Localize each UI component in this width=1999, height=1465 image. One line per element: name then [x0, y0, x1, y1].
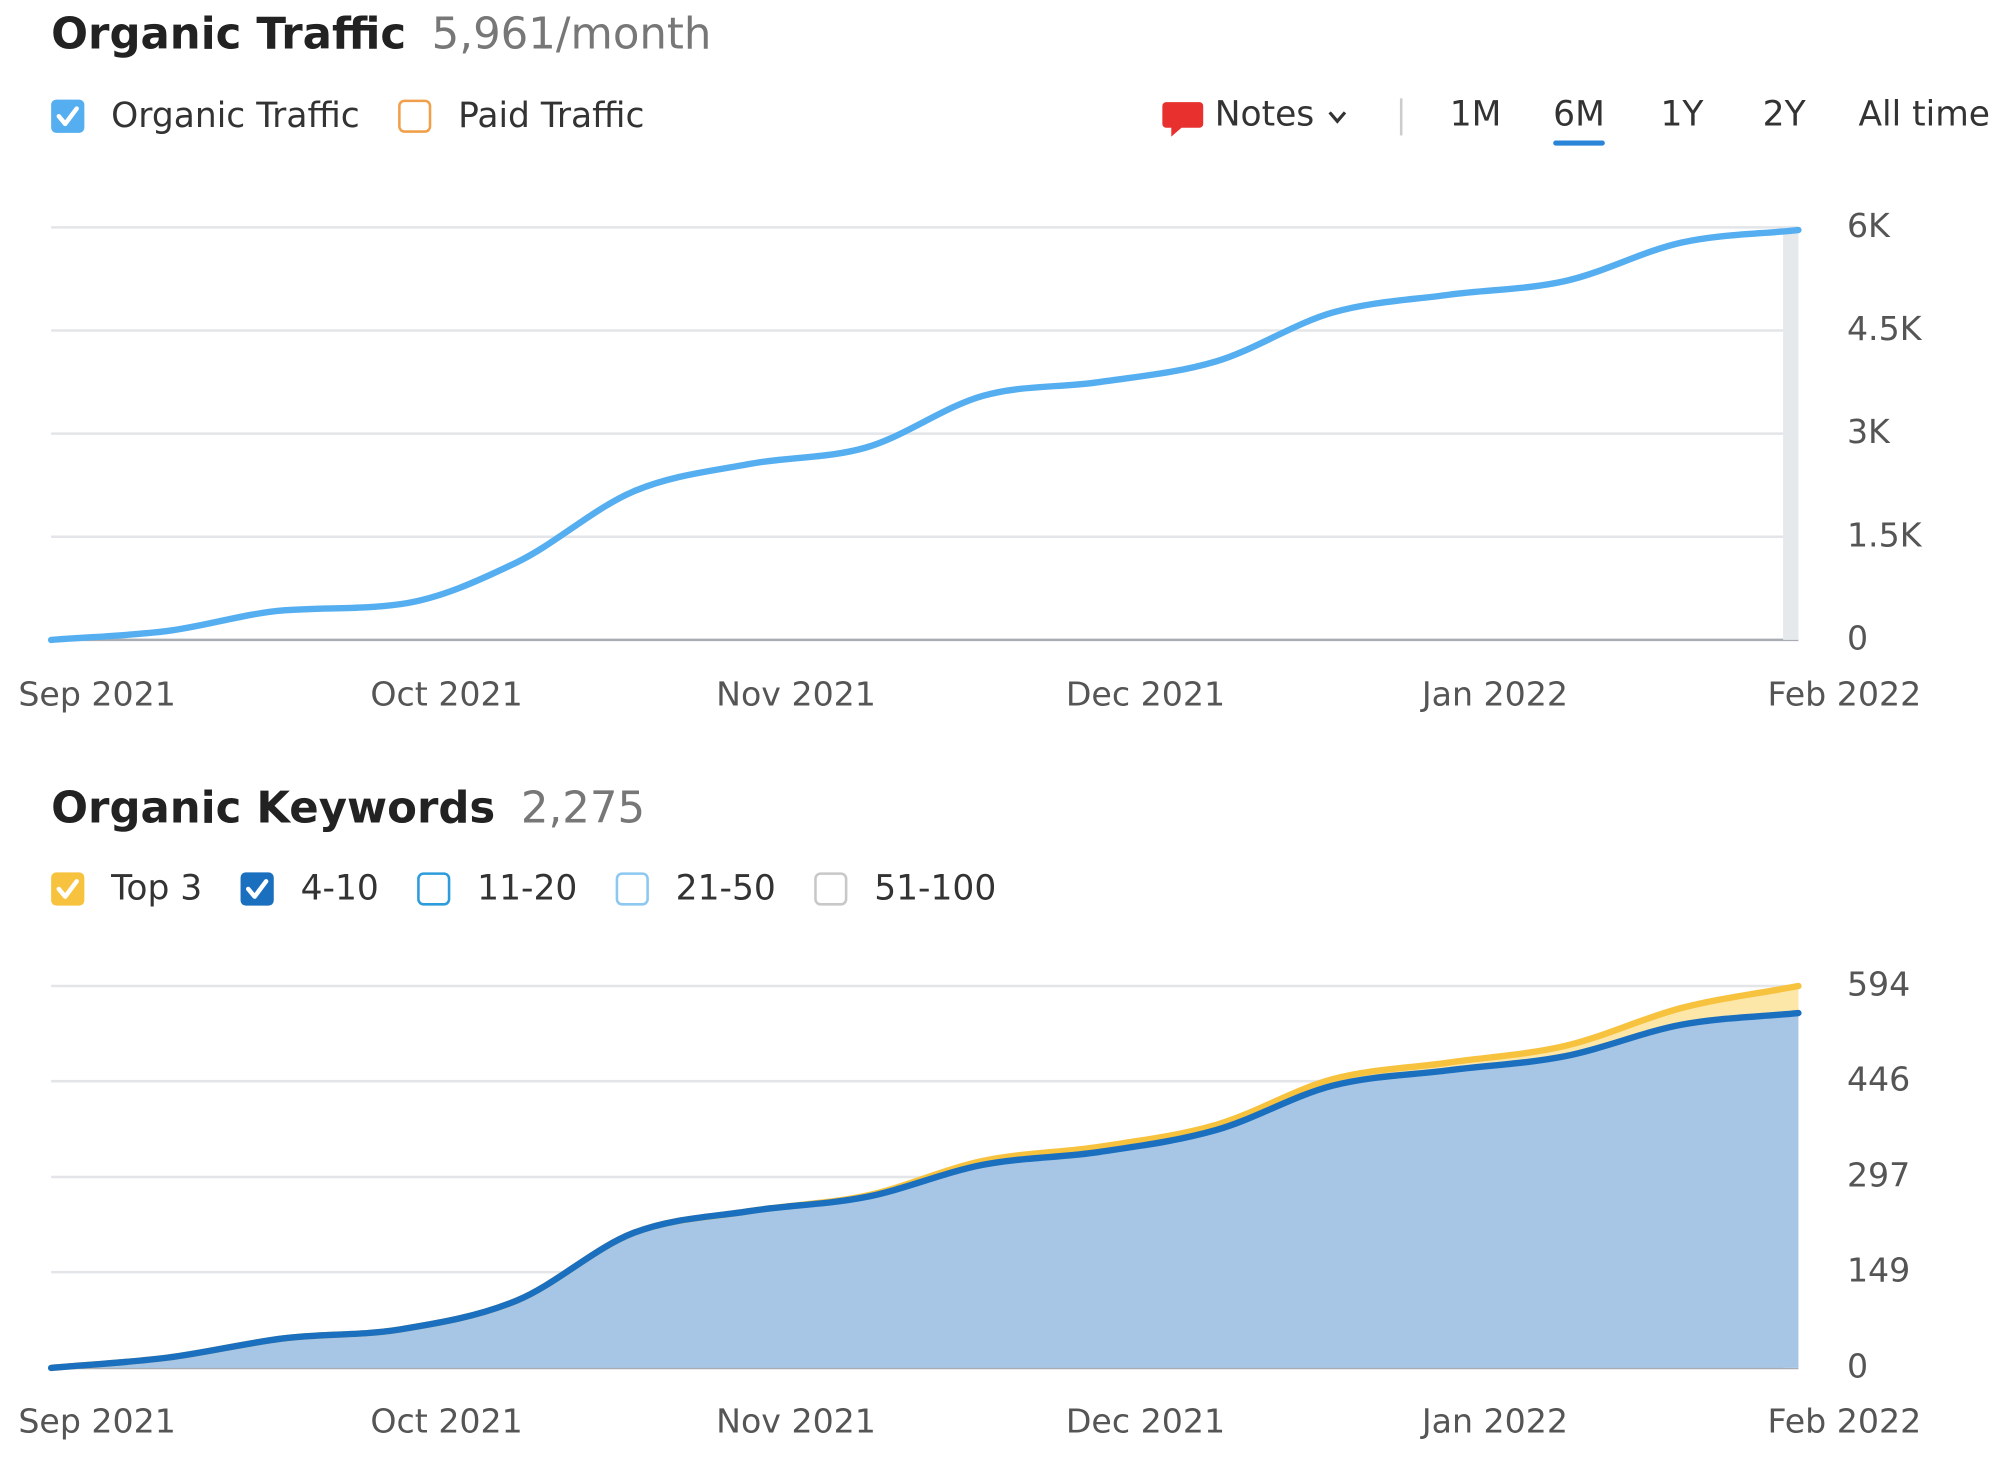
- legend-label[interactable]: 4-10: [301, 869, 379, 909]
- legend-label[interactable]: 21-50: [676, 869, 776, 909]
- chart-panel: Organic Keywords 2,275 Top 3 4-10 11-20 21-50…: [18, 784, 1921, 1441]
- notes-button[interactable]: Notes: [1162, 95, 1347, 137]
- x-tick-label: Oct 2021: [370, 1401, 522, 1440]
- notes-icon: [1162, 102, 1204, 137]
- chart-subtitle: 5,961/month: [432, 10, 712, 60]
- range-button[interactable]: 1Y: [1660, 95, 1704, 135]
- x-tick-label: Jan 2022: [1420, 675, 1568, 714]
- range-button[interactable]: 1M: [1450, 95, 1502, 135]
- series-area: [51, 1013, 1799, 1368]
- legend-label[interactable]: Paid Traffic: [458, 96, 644, 136]
- legend-label[interactable]: 11-20: [477, 869, 577, 909]
- x-tick-label: Dec 2021: [1066, 675, 1225, 714]
- y-tick-label: 6K: [1847, 206, 1891, 245]
- x-tick-label: Sep 2021: [18, 675, 176, 714]
- x-tick-label: Dec 2021: [1066, 1401, 1225, 1440]
- checkbox[interactable]: [51, 99, 85, 133]
- y-tick-label: 149: [1847, 1251, 1910, 1290]
- notes-chevron: [1328, 111, 1347, 124]
- y-tick-label: 3K: [1847, 412, 1891, 451]
- y-tick-label: 0: [1847, 1346, 1868, 1385]
- x-tick-label: Nov 2021: [716, 675, 876, 714]
- series-line: [47, 1009, 1802, 1372]
- checkbox[interactable]: [240, 872, 274, 906]
- x-tick-label: Oct 2021: [370, 675, 522, 714]
- x-tick-label: Feb 2022: [1768, 1401, 1922, 1440]
- series-line: [47, 226, 1802, 644]
- y-tick-label: 0: [1847, 618, 1868, 657]
- y-tick-label: 1.5K: [1847, 515, 1923, 554]
- range-underline: [1553, 140, 1605, 146]
- y-tick-label: 594: [1847, 965, 1910, 1004]
- checkbox[interactable]: [615, 872, 649, 906]
- x-tick-label: Sep 2021: [18, 1401, 176, 1440]
- y-tick-label: 297: [1847, 1155, 1910, 1194]
- chart-panel: Organic Traffic 5,961/month Organic Traffi…: [18, 10, 1922, 714]
- x-tick-label: Jan 2022: [1420, 1401, 1568, 1440]
- checkmark: [56, 879, 79, 899]
- range-button[interactable]: 6M: [1553, 95, 1605, 135]
- y-tick-label: 446: [1847, 1060, 1910, 1099]
- checkmark: [245, 879, 269, 899]
- x-tick-label: Nov 2021: [716, 1401, 876, 1440]
- hover-band: [1783, 227, 1799, 640]
- notes-label[interactable]: Notes: [1215, 95, 1315, 135]
- chart-subtitle: 2,275: [521, 784, 645, 834]
- legend-label[interactable]: Organic Traffic: [111, 96, 360, 136]
- checkbox[interactable]: [417, 872, 451, 906]
- checkbox[interactable]: [814, 872, 848, 906]
- checkbox[interactable]: [398, 99, 432, 133]
- range-button[interactable]: 2Y: [1763, 95, 1807, 135]
- legend-label[interactable]: Top 3: [110, 869, 202, 909]
- range-button[interactable]: All time: [1858, 95, 1990, 135]
- legend-label[interactable]: 51-100: [874, 869, 996, 909]
- x-tick-label: Feb 2022: [1768, 675, 1922, 714]
- chart-title: Organic Keywords: [51, 784, 495, 834]
- checkbox[interactable]: [51, 872, 85, 906]
- y-tick-label: 4.5K: [1847, 309, 1923, 348]
- checkmark: [56, 106, 79, 127]
- chart-title: Organic Traffic: [51, 10, 406, 60]
